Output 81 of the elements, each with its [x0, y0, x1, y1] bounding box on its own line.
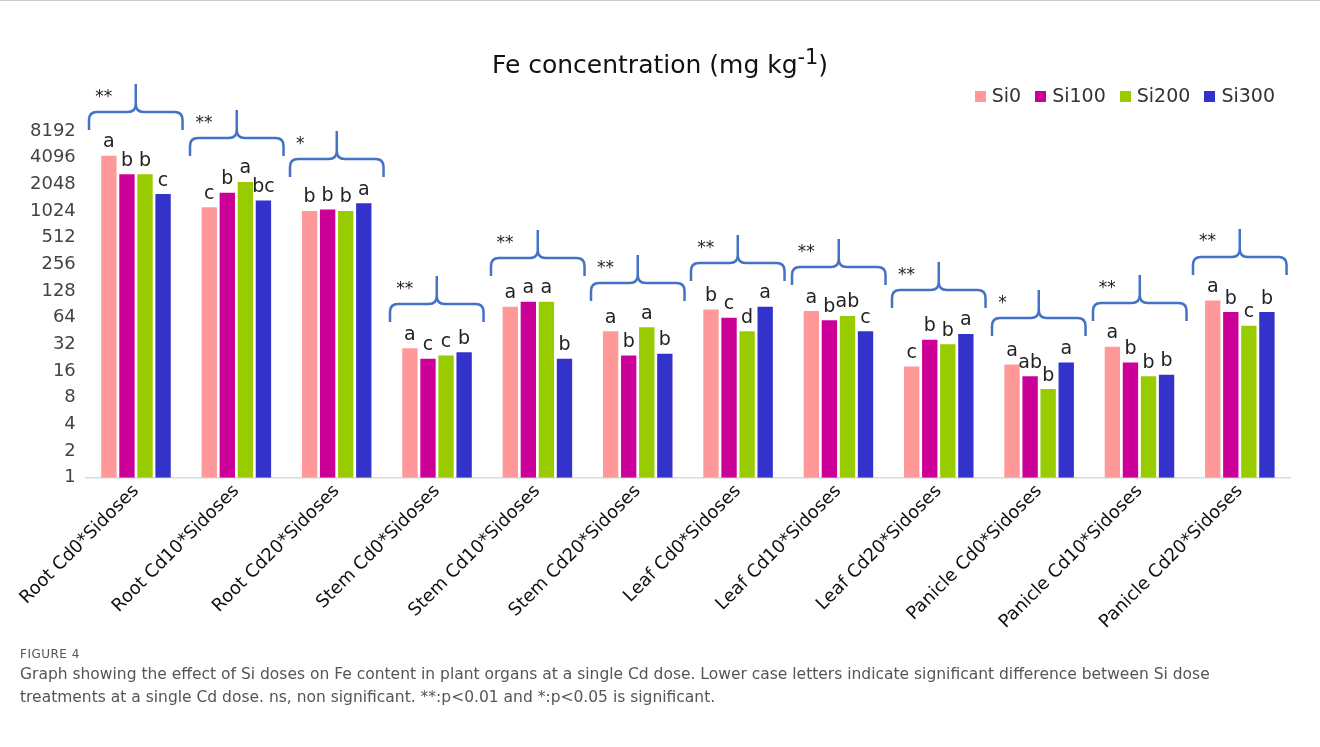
data-label: a — [103, 129, 115, 152]
data-label: b — [704, 283, 718, 306]
data-label: b — [923, 313, 936, 336]
text: Graph showing the effect of Si doses on Fe content in plant organs at a single Cd dose. Lower case letters indicate significant difference between Si dose treatments at a single Cd dose. ns, non significant. **:p<0.01 and *:p<0.05 is significant. — [20, 664, 1211, 708]
data-label: c — [1243, 299, 1255, 322]
data-label: b — [221, 166, 234, 189]
chart-title: Fe concentration (mg kg$^{-1}$) — [490, 45, 830, 80]
data-label: a — [640, 300, 653, 323]
data-label: bc — [252, 173, 275, 196]
annotation: * — [998, 292, 1007, 313]
annotation: ** — [697, 236, 715, 257]
data-label: c — [157, 167, 169, 190]
data-label: a — [540, 275, 553, 298]
y-tick-label: 2048 — [30, 172, 76, 194]
y-tick-label: 2 — [64, 438, 76, 460]
data-label: b — [120, 147, 133, 170]
data-label: b — [138, 147, 152, 170]
data-label: a — [960, 307, 972, 330]
y-tick-label: 4096 — [30, 145, 76, 167]
data-label: c — [860, 304, 871, 327]
annotation: ** — [1098, 276, 1116, 297]
y-tick-label: 4 — [64, 412, 76, 434]
data-label: a — [504, 280, 517, 303]
legend-label: Si300 — [1220, 84, 1275, 106]
data-label: b — [303, 184, 316, 207]
annotation: ** — [195, 111, 213, 132]
legend-label: Si0 — [990, 84, 1022, 106]
data-label: b — [1124, 335, 1137, 358]
data-label: b — [622, 328, 635, 351]
y-tick-label: 128 — [41, 278, 76, 300]
annotation: ** — [496, 231, 514, 252]
annotation: ** — [797, 241, 815, 261]
annotation: ** — [1199, 230, 1217, 251]
y-tick-label: 16 — [52, 358, 76, 380]
data-label: a — [759, 280, 771, 303]
data-label: a — [604, 304, 617, 327]
y-tick-label: 1024 — [30, 198, 76, 220]
annotation: ** — [898, 263, 916, 284]
data-label: b — [339, 184, 352, 207]
data-label: ab — [1018, 349, 1042, 372]
data-label: c — [422, 332, 434, 355]
data-label: b — [321, 182, 334, 205]
caption: FIGURE 4 — [20, 646, 81, 663]
data-label: b — [1142, 349, 1155, 372]
data-label: c — [723, 291, 735, 314]
data-label: b — [1042, 362, 1055, 385]
annotation: ** — [596, 257, 614, 278]
data-label: a — [239, 155, 252, 178]
y-tick-label: 8 — [64, 385, 76, 407]
y-tick-label: 8192 — [30, 118, 76, 140]
y-tick-label: 512 — [41, 225, 76, 247]
data-label: d — [741, 304, 754, 327]
data-label: b — [1224, 285, 1237, 308]
data-label: a — [805, 284, 818, 307]
data-label: b — [658, 327, 671, 350]
legend-label: Si100 — [1051, 84, 1106, 106]
data-label: b — [823, 293, 836, 316]
data-label: b — [1160, 348, 1173, 371]
data-label: a — [1206, 273, 1219, 296]
data-label: b — [941, 317, 954, 340]
annotation: ** — [396, 278, 414, 299]
data-label: c — [906, 339, 917, 362]
data-label: b — [458, 325, 471, 348]
data-label: a — [404, 321, 416, 344]
annotation: * — [295, 133, 305, 154]
data-label: c — [440, 328, 452, 351]
data-label: a — [522, 275, 535, 298]
data-label: b — [1260, 285, 1273, 308]
y-tick-label: 256 — [41, 252, 76, 274]
data-label: c — [204, 180, 215, 203]
legend-label: Si200 — [1135, 84, 1191, 106]
data-label: b — [558, 332, 571, 355]
y-tick-label: 1 — [64, 465, 76, 487]
data-label: a — [1006, 337, 1018, 360]
y-tick-label: 64 — [52, 305, 76, 327]
data-label: a — [357, 176, 370, 199]
data-label: a — [1060, 335, 1073, 358]
y-tick-label: 32 — [52, 332, 76, 354]
data-label: a — [1106, 320, 1119, 343]
data-label: ab — [835, 289, 860, 312]
text: ** — [95, 85, 113, 106]
